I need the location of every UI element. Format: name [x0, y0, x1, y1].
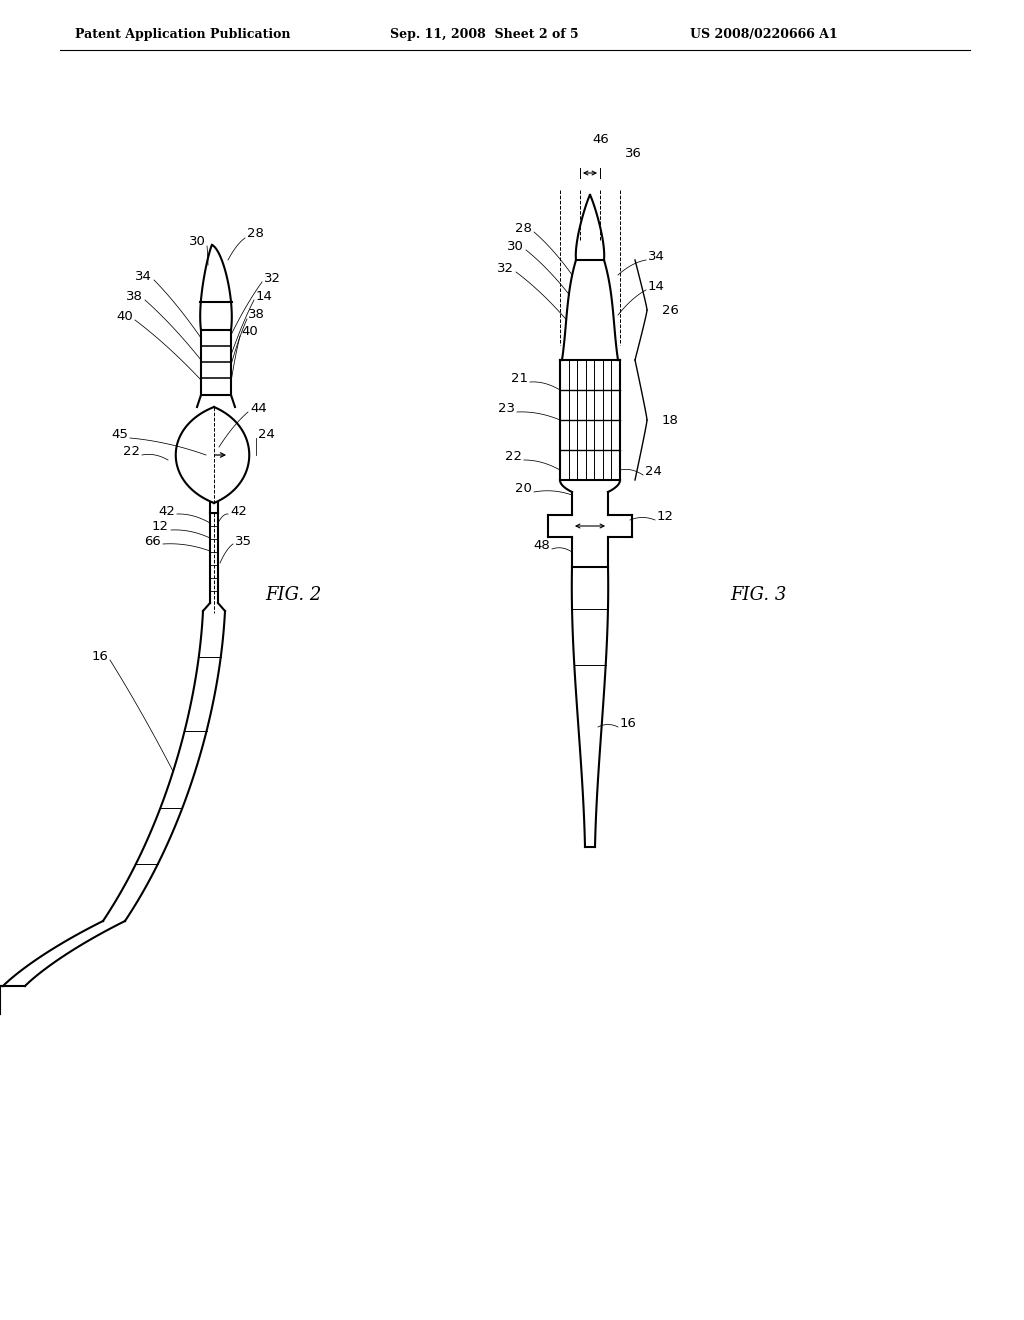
Text: 28: 28 [515, 222, 532, 235]
Text: 28: 28 [247, 227, 264, 240]
Text: 26: 26 [662, 304, 679, 317]
Text: 35: 35 [234, 535, 252, 548]
Text: 44: 44 [250, 403, 266, 414]
Text: 30: 30 [507, 240, 524, 253]
Text: 14: 14 [256, 290, 272, 304]
Text: 42: 42 [158, 506, 175, 517]
Text: 20: 20 [515, 482, 532, 495]
Text: 12: 12 [152, 520, 169, 533]
Text: 30: 30 [189, 235, 206, 248]
Text: 23: 23 [498, 403, 515, 414]
Text: 24: 24 [645, 465, 662, 478]
Text: 21: 21 [511, 372, 528, 385]
Text: 22: 22 [123, 445, 140, 458]
Text: 16: 16 [620, 717, 637, 730]
Text: Sep. 11, 2008  Sheet 2 of 5: Sep. 11, 2008 Sheet 2 of 5 [390, 28, 579, 41]
Text: 34: 34 [648, 249, 665, 263]
Text: 14: 14 [648, 280, 665, 293]
Text: 34: 34 [135, 271, 152, 282]
Text: 40: 40 [241, 325, 258, 338]
Text: 18: 18 [662, 413, 679, 426]
Text: US 2008/0220666 A1: US 2008/0220666 A1 [690, 28, 838, 41]
Text: 46: 46 [592, 133, 608, 147]
Text: FIG. 3: FIG. 3 [730, 586, 786, 605]
Text: 45: 45 [112, 428, 128, 441]
Text: 12: 12 [657, 510, 674, 523]
Text: 66: 66 [144, 535, 161, 548]
Text: 24: 24 [258, 428, 274, 441]
Text: Patent Application Publication: Patent Application Publication [75, 28, 291, 41]
Text: 32: 32 [264, 272, 281, 285]
Text: 40: 40 [117, 310, 133, 323]
Text: 22: 22 [505, 450, 522, 463]
Text: 16: 16 [91, 649, 108, 663]
Text: 38: 38 [248, 308, 265, 321]
Text: 32: 32 [497, 261, 514, 275]
Text: 48: 48 [534, 539, 550, 552]
Text: FIG. 2: FIG. 2 [265, 586, 322, 605]
Text: 36: 36 [625, 147, 642, 160]
Text: 42: 42 [230, 506, 247, 517]
Text: 38: 38 [126, 290, 143, 304]
